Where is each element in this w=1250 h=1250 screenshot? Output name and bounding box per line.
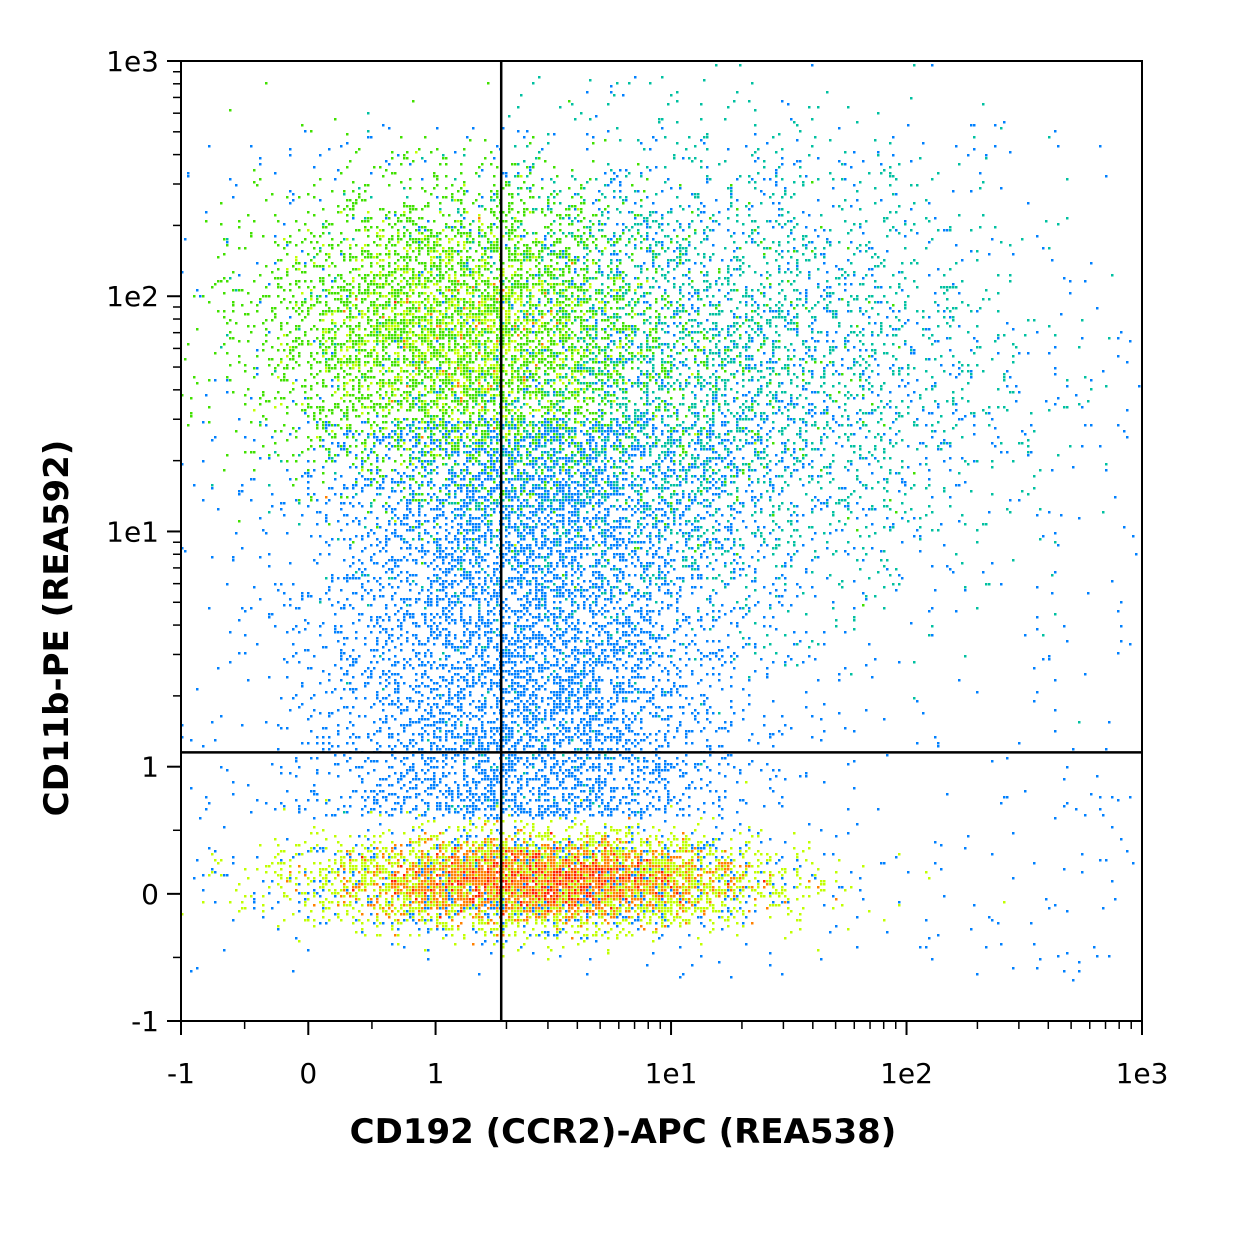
density-dots-level-2 [211, 64, 1114, 907]
x-axis-title: CD192 (CCR2)-APC (REA538) [350, 1112, 897, 1152]
y-tick-label: -1 [131, 1005, 159, 1038]
y-tick-label: 0 [141, 878, 159, 911]
y-axis-title: CD11b-PE (REA592) [37, 440, 77, 817]
x-axis: -1 0 1 1e1 1e2 1e3 [167, 1021, 1168, 1090]
y-tick-label: 1e1 [106, 515, 159, 548]
quadrant-gate [181, 61, 1142, 1021]
y-tick-label: 1e3 [106, 45, 159, 78]
data-points [181, 64, 1141, 982]
x-tick-label: 1e3 [1116, 1057, 1169, 1090]
x-tick-label: 1 [427, 1057, 445, 1090]
plot-frame [180, 60, 1143, 1022]
x-tick-label: 0 [299, 1057, 317, 1090]
y-tick-label: 1e2 [106, 280, 159, 313]
x-tick-label: 1e1 [645, 1057, 698, 1090]
y-axis: -1 0 1 1e1 1e2 1e3 [106, 45, 181, 1038]
x-tick-label: -1 [167, 1057, 195, 1090]
y-tick-label: 1 [141, 751, 159, 784]
density-dots-level-1 [181, 64, 1141, 982]
density-dots-level-6 [352, 301, 766, 919]
x-tick-label: 1e2 [880, 1057, 933, 1090]
